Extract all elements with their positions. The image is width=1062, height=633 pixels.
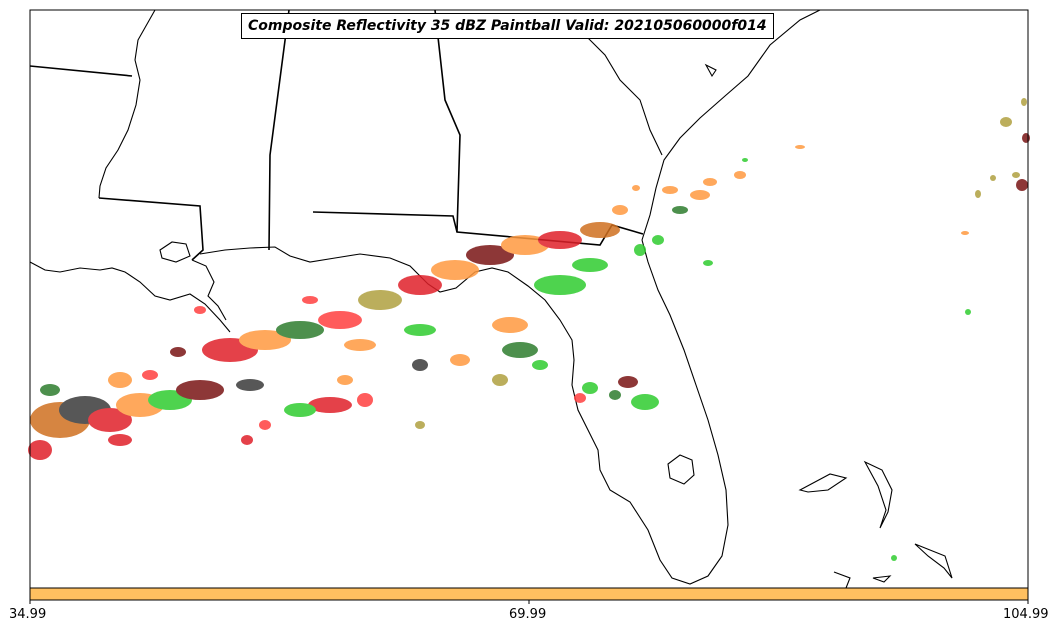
map-title: Composite Reflectivity 35 dBZ Paintball … bbox=[241, 13, 774, 39]
colorbar-tick-label: 104.99 bbox=[1003, 607, 1049, 622]
reflectivity-paintball bbox=[28, 98, 1030, 561]
map-plot-area bbox=[28, 9, 1030, 589]
colorbar-tick-label: 34.99 bbox=[9, 607, 47, 622]
colorbar bbox=[29, 587, 1029, 601]
coastlines bbox=[29, 9, 953, 589]
colorbar-tick-label: 69.99 bbox=[509, 607, 547, 622]
colorbar-ticks bbox=[29, 600, 1029, 604]
